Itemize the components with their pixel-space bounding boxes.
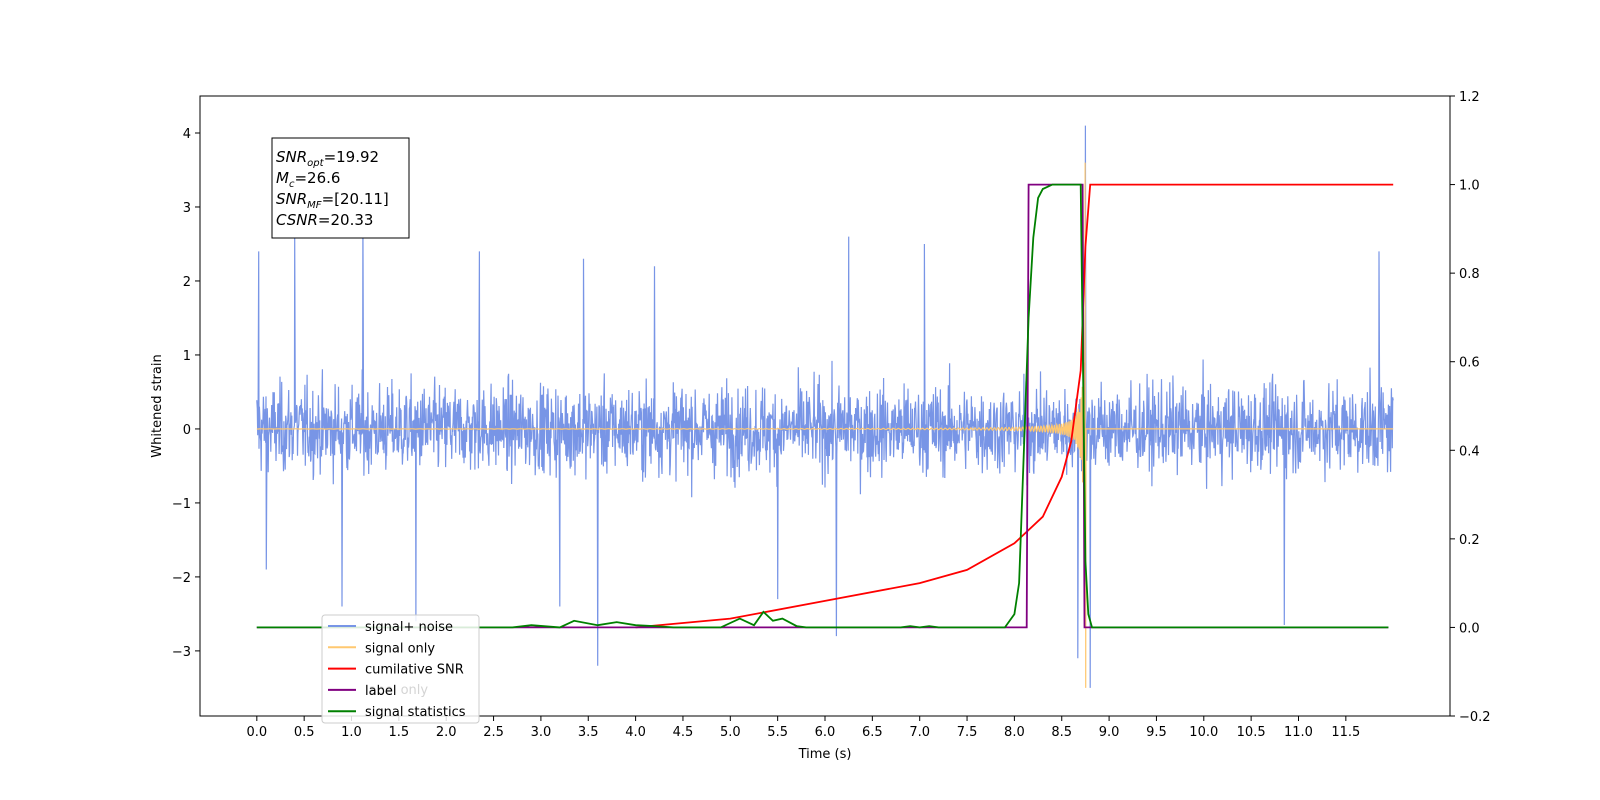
- legend-label: cumilative SNR: [365, 663, 464, 678]
- y-tick-label: −2: [172, 571, 191, 586]
- x-tick-label: 11.5: [1331, 725, 1360, 740]
- legend-frame: [321, 614, 480, 724]
- x-axis-label: Time (s): [798, 747, 852, 762]
- x-tick-label: 0.5: [294, 725, 315, 740]
- x-axis: 0.0 0.5 1.0 1.5 2.0 2.5 3.0 3.5 4.0 4.5 5.0 5.5 6.0 6…: [246, 716, 1360, 740]
- x-tick-label: 10.5: [1237, 725, 1266, 740]
- series-cumulative-snr: [635, 183, 1394, 629]
- annotation-line: SNRopt=19.92: [276, 148, 379, 169]
- y2-tick-label: 1.0: [1459, 179, 1480, 194]
- y-tick-label: 4: [183, 127, 191, 142]
- series-signal-noise: [256, 125, 1394, 688]
- legend-label: signal statistics: [365, 705, 466, 720]
- snr-annotation-box: SNRopt=19.92Mc=26.6SNRMF=[20.11]CSNR=20.…: [271, 137, 410, 239]
- x-tick-label: 1.5: [389, 725, 410, 740]
- x-tick-label: 9.0: [1099, 725, 1120, 740]
- plot-area: [256, 125, 1394, 688]
- annotation-line: SNRMF=[20.11]: [276, 190, 389, 211]
- x-tick-label: 0.0: [246, 725, 267, 740]
- x-tick-label: 4.0: [625, 725, 646, 740]
- y-tick-label: 2: [183, 275, 191, 290]
- x-tick-label: 5.0: [720, 725, 741, 740]
- y2-tick-label: 0.6: [1459, 356, 1480, 371]
- x-tick-label: 4.5: [673, 725, 694, 740]
- y-axis-left: −3 −2 −1 0 1 2 3 4: [172, 127, 200, 660]
- y2-tick-label: 0.4: [1459, 444, 1480, 459]
- x-tick-label: 2.5: [483, 725, 504, 740]
- y-axis-right: −0.2 0.0 0.2 0.4 0.6 0.8 1.0 1.2: [1450, 90, 1491, 725]
- legend: label only signal+ noise signal only cumila…: [321, 614, 480, 724]
- y-tick-label: 3: [183, 201, 191, 216]
- x-tick-label: 5.5: [767, 725, 788, 740]
- x-tick-label: 7.0: [909, 725, 930, 740]
- legend-label: signal only: [365, 641, 435, 656]
- x-tick-label: 3.5: [578, 725, 599, 740]
- y2-tick-label: −0.2: [1459, 710, 1491, 725]
- x-tick-label: 6.5: [862, 725, 883, 740]
- x-tick-label: 9.5: [1146, 725, 1167, 740]
- x-tick-label: 2.0: [436, 725, 457, 740]
- x-tick-label: 11.0: [1284, 725, 1313, 740]
- y2-tick-label: 0.2: [1459, 533, 1480, 548]
- annotation-line: Mc=26.6: [276, 169, 340, 190]
- legend-label: signal+ noise: [365, 620, 453, 635]
- series-signal-statistics: [256, 183, 1389, 629]
- x-tick-label: 7.5: [957, 725, 978, 740]
- y2-tick-label: 0.0: [1459, 621, 1480, 636]
- x-tick-label: 3.0: [531, 725, 552, 740]
- x-tick-label: 10.0: [1189, 725, 1218, 740]
- y2-tick-label: 1.2: [1459, 90, 1480, 105]
- x-tick-label: 1.0: [341, 725, 362, 740]
- series-signal-only: [256, 162, 1394, 688]
- y-tick-label: −3: [172, 645, 191, 660]
- legend-label: label: [365, 684, 396, 699]
- annotation-line: CSNR=20.33: [276, 211, 373, 229]
- y-axis-label: Whitened strain: [150, 354, 165, 457]
- x-tick-label: 6.0: [815, 725, 836, 740]
- y2-tick-label: 0.8: [1459, 267, 1480, 282]
- y-tick-label: 1: [183, 349, 191, 364]
- y-tick-label: −1: [172, 497, 191, 512]
- x-tick-label: 8.0: [1004, 725, 1025, 740]
- y-tick-label: 0: [183, 423, 191, 438]
- legend-hidden-entry: label only: [365, 683, 428, 698]
- annotation-frame: [271, 137, 410, 239]
- x-tick-label: 8.5: [1051, 725, 1072, 740]
